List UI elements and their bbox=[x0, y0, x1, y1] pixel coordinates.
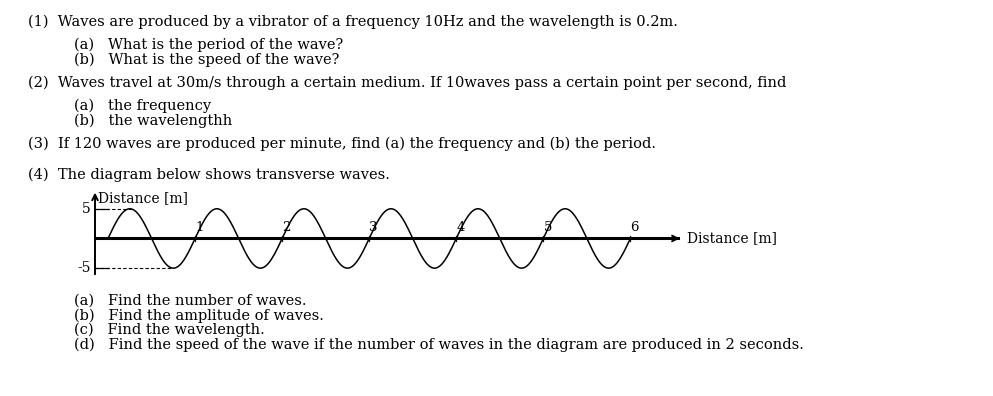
Text: Distance [m]: Distance [m] bbox=[687, 231, 777, 246]
Text: 5: 5 bbox=[543, 221, 552, 234]
Text: (3)  If 120 waves are produced per minute, find (a) the frequency and (b) the pe: (3) If 120 waves are produced per minute… bbox=[28, 137, 655, 151]
Text: 6: 6 bbox=[631, 221, 638, 234]
Text: (a)   What is the period of the wave?: (a) What is the period of the wave? bbox=[74, 38, 344, 52]
Text: 1: 1 bbox=[196, 221, 204, 234]
Text: (c)   Find the wavelength.: (c) Find the wavelength. bbox=[74, 323, 265, 337]
Text: (b)   Find the amplitude of waves.: (b) Find the amplitude of waves. bbox=[74, 309, 325, 324]
Text: 4: 4 bbox=[457, 221, 465, 234]
Text: (2)  Waves travel at 30m/s through a certain medium. If 10waves pass a certain p: (2) Waves travel at 30m/s through a cert… bbox=[28, 76, 786, 90]
Text: (d)   Find the speed of the wave if the number of waves in the diagram are produ: (d) Find the speed of the wave if the nu… bbox=[74, 338, 804, 352]
Text: (b)   What is the speed of the wave?: (b) What is the speed of the wave? bbox=[74, 53, 340, 67]
Text: (b)   the wavelengthh: (b) the wavelengthh bbox=[74, 114, 232, 128]
Text: 3: 3 bbox=[369, 221, 377, 234]
Text: 2: 2 bbox=[282, 221, 291, 234]
Text: (4)  The diagram below shows transverse waves.: (4) The diagram below shows transverse w… bbox=[28, 168, 389, 183]
Text: Distance [m]: Distance [m] bbox=[97, 191, 188, 205]
Text: (a)   Find the number of waves.: (a) Find the number of waves. bbox=[74, 294, 307, 308]
Text: (1)  Waves are produced by a vibrator of a frequency 10Hz and the wavelength is : (1) Waves are produced by a vibrator of … bbox=[28, 15, 677, 29]
Text: (a)   the frequency: (a) the frequency bbox=[74, 99, 212, 113]
Text: 5: 5 bbox=[81, 202, 90, 216]
Text: -5: -5 bbox=[77, 261, 90, 275]
